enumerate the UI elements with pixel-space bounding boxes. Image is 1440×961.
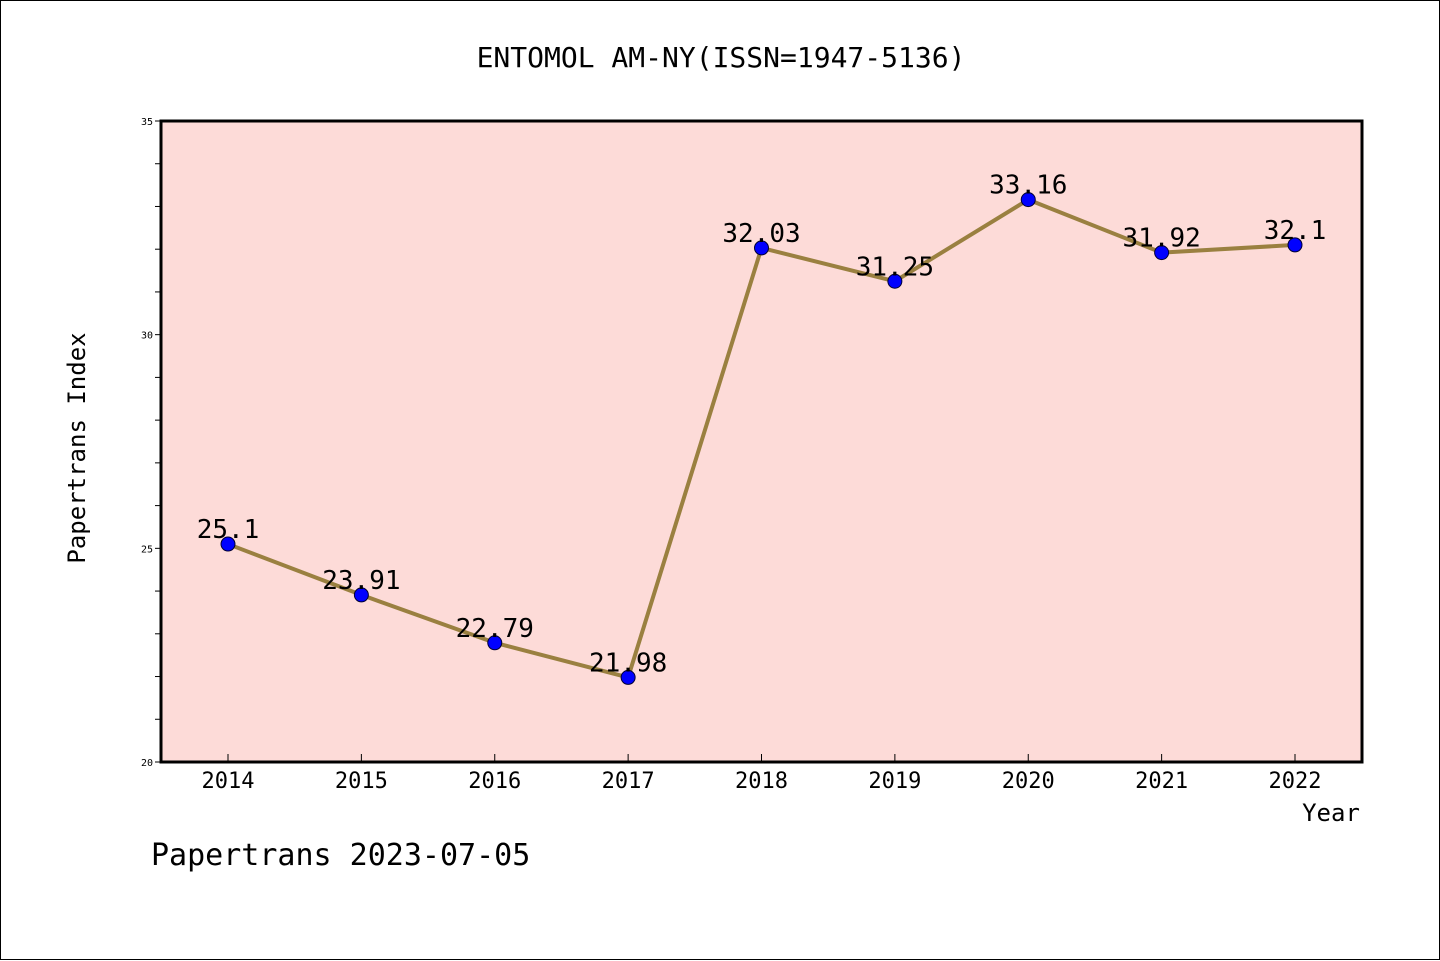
x-tick-labels: 2014 2015 2016 2017 2018 2019 2020 2021 2022 xyxy=(202,769,1322,794)
data-label: 31.25 xyxy=(856,252,934,282)
data-point xyxy=(1020,192,1036,208)
y-tick-label: 20 xyxy=(141,758,153,769)
x-axis-label: Year xyxy=(1302,799,1360,827)
series-markers xyxy=(220,192,1303,685)
y-tick-labels: 20 25 30 35 xyxy=(141,117,153,769)
data-point xyxy=(620,669,636,685)
y-tick-label: 30 xyxy=(141,331,153,342)
x-tick-label: 2021 xyxy=(1135,769,1188,794)
plot-border xyxy=(159,119,1364,764)
x-tick-label: 2018 xyxy=(735,769,788,794)
data-label: 32.1 xyxy=(1264,216,1327,246)
data-point xyxy=(220,536,236,552)
footer-text: Papertrans 2023-07-05 xyxy=(151,838,530,873)
data-label: 32.03 xyxy=(722,219,800,249)
chart-title: ENTOMOL AM-NY(ISSN=1947-5136) xyxy=(477,41,966,74)
x-tick-label: 2019 xyxy=(868,769,921,794)
data-point xyxy=(353,587,369,603)
data-point xyxy=(887,273,903,289)
x-tick-label: 2015 xyxy=(335,769,388,794)
data-label: 23.91 xyxy=(322,566,400,596)
plot-area xyxy=(161,121,1362,762)
y-tick-label: 35 xyxy=(141,117,153,128)
data-label: 22.79 xyxy=(456,614,534,644)
x-tick-label: 2014 xyxy=(202,769,255,794)
data-labels: 25.1 23.91 22.79 21.98 32.03 31.25 33.16 31.92 3… xyxy=(197,171,1327,679)
x-tick-label: 2017 xyxy=(602,769,655,794)
data-point xyxy=(487,635,503,651)
data-label: 33.16 xyxy=(989,171,1067,201)
x-tick-label: 2022 xyxy=(1269,769,1322,794)
data-label: 25.1 xyxy=(197,515,260,545)
data-point xyxy=(1154,245,1170,261)
x-tick-label: 2016 xyxy=(468,769,521,794)
data-label: 31.92 xyxy=(1122,224,1200,254)
data-point xyxy=(754,240,769,256)
data-point xyxy=(1287,237,1303,253)
y-axis-label: Papertrans Index xyxy=(63,332,91,563)
y-tick-label: 25 xyxy=(141,544,153,555)
data-label: 21.98 xyxy=(589,648,667,678)
x-tick-label: 2020 xyxy=(1002,769,1055,794)
